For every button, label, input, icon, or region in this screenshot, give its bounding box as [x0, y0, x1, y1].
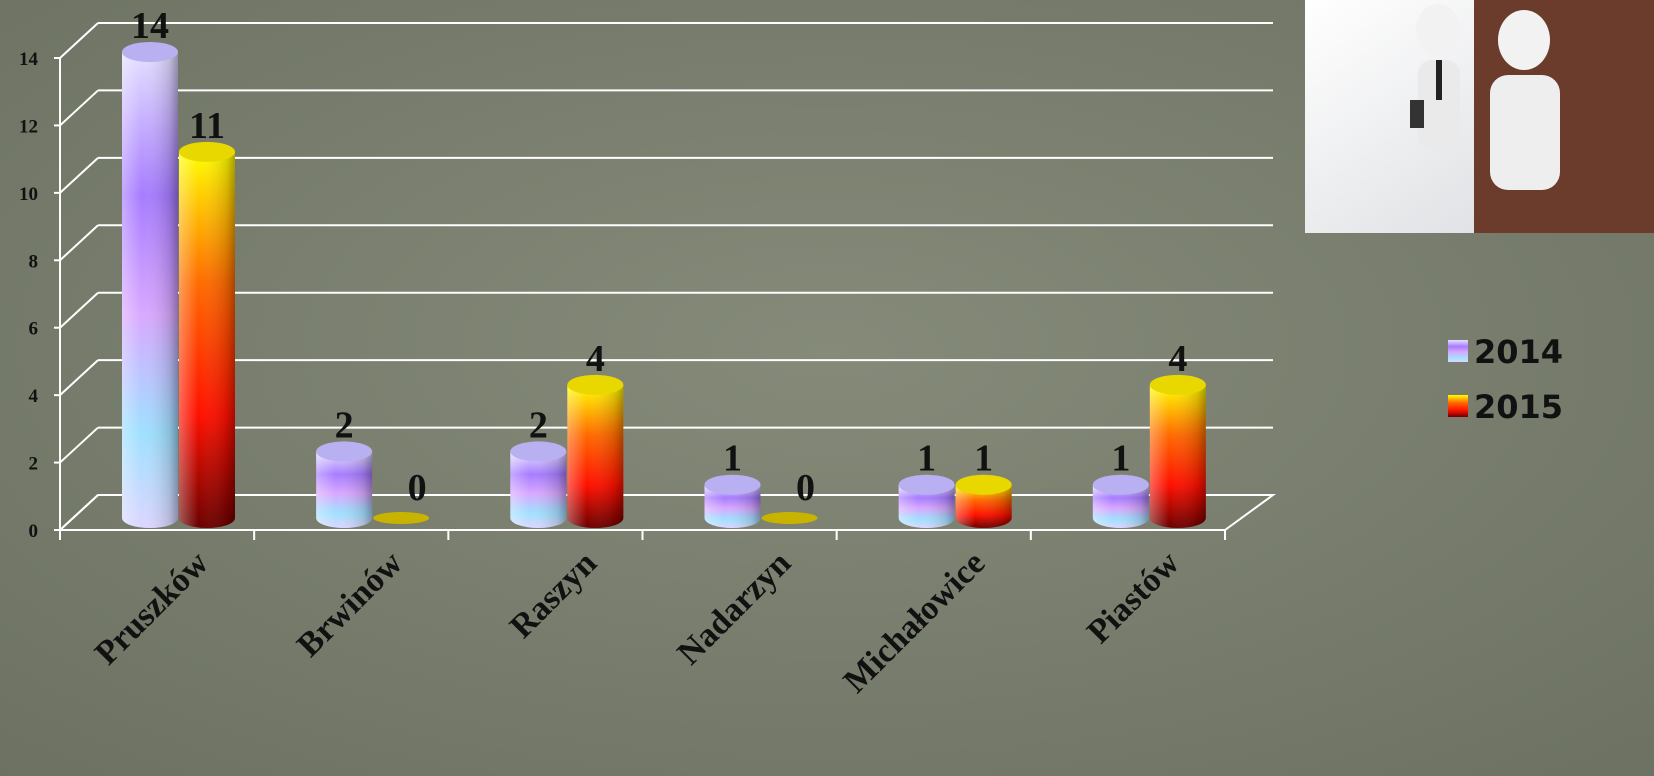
y-tick-label: 0 [29, 521, 39, 542]
bar [179, 141, 235, 528]
y-tick-label: 4 [29, 386, 39, 407]
bar [510, 441, 567, 528]
y-tick-label: 2 [29, 454, 39, 475]
grid-line-side [59, 157, 99, 194]
y-tick-label: 14 [19, 49, 39, 70]
value-label: 2 [529, 404, 548, 446]
grid-line-side [59, 291, 99, 329]
value-label: 4 [1168, 338, 1187, 380]
grid-line-side [59, 359, 99, 396]
legend-label: 2014 [1474, 333, 1563, 371]
y-tick-label: 6 [29, 319, 39, 340]
grid-line-side [59, 89, 99, 127]
bar [761, 512, 818, 524]
bar [1092, 474, 1149, 528]
value-label: 0 [408, 467, 427, 509]
bar [898, 474, 955, 528]
y-tick-label: 8 [29, 251, 39, 272]
photo [1305, 0, 1654, 233]
value-label: 1 [917, 438, 936, 480]
value-label: 4 [586, 338, 605, 380]
legend-swatch [1448, 340, 1468, 362]
y-tick-label: 12 [19, 116, 38, 137]
grid-line-side [59, 494, 99, 531]
value-label: 0 [796, 467, 815, 509]
grid-line-side [59, 22, 99, 59]
bar [122, 42, 178, 528]
value-label: 1 [974, 438, 993, 480]
value-label: 1 [723, 438, 742, 480]
value-label: 14 [131, 5, 169, 47]
value-label: 1 [1111, 438, 1130, 480]
legend-swatch [1448, 395, 1468, 417]
y-tick-label: 10 [19, 184, 38, 205]
bar [955, 474, 1012, 528]
legend-label: 2015 [1474, 388, 1563, 426]
bar [373, 512, 430, 524]
bar [1149, 374, 1206, 528]
grid-line-side [59, 426, 99, 464]
grid-line-side [59, 224, 99, 262]
bar [316, 441, 373, 528]
value-label: 2 [335, 404, 354, 446]
bar [567, 374, 624, 528]
bar [704, 474, 761, 528]
value-label: 11 [189, 105, 225, 147]
